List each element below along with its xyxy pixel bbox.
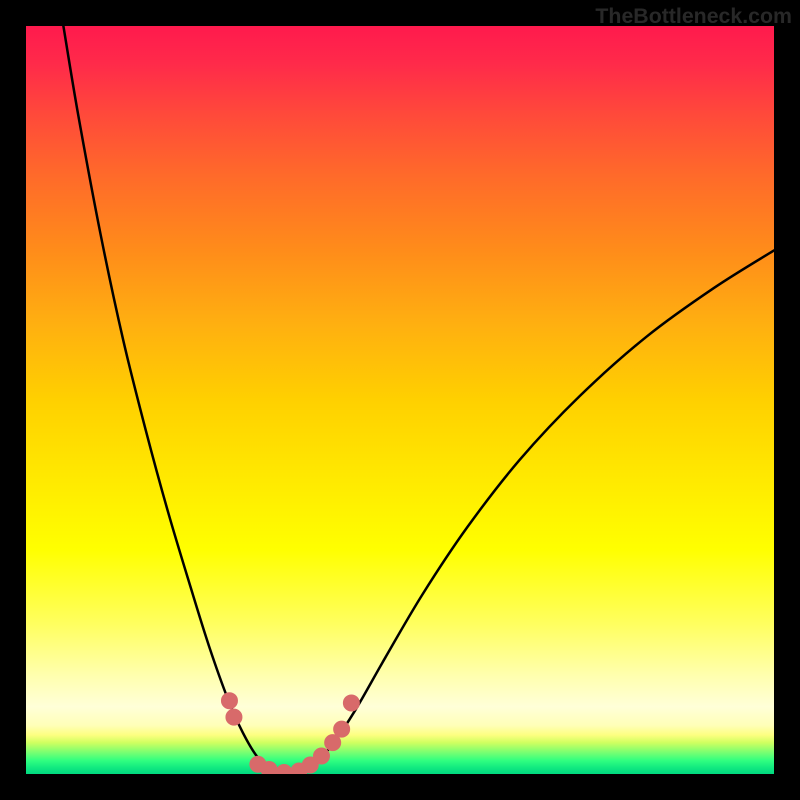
marker-point <box>226 709 242 725</box>
chart-frame: TheBottleneck.com <box>0 0 800 800</box>
curve-right-branch <box>288 250 774 774</box>
plot-area <box>26 26 774 774</box>
marker-point <box>334 721 350 737</box>
marker-point <box>343 695 359 711</box>
marker-point <box>221 693 237 709</box>
watermark-text: TheBottleneck.com <box>595 4 792 29</box>
marker-point <box>261 762 277 774</box>
curve-layer <box>26 26 774 774</box>
marker-point <box>276 765 292 774</box>
marker-point <box>313 748 329 764</box>
marker-point <box>325 735 341 751</box>
curve-left-branch <box>63 26 287 774</box>
